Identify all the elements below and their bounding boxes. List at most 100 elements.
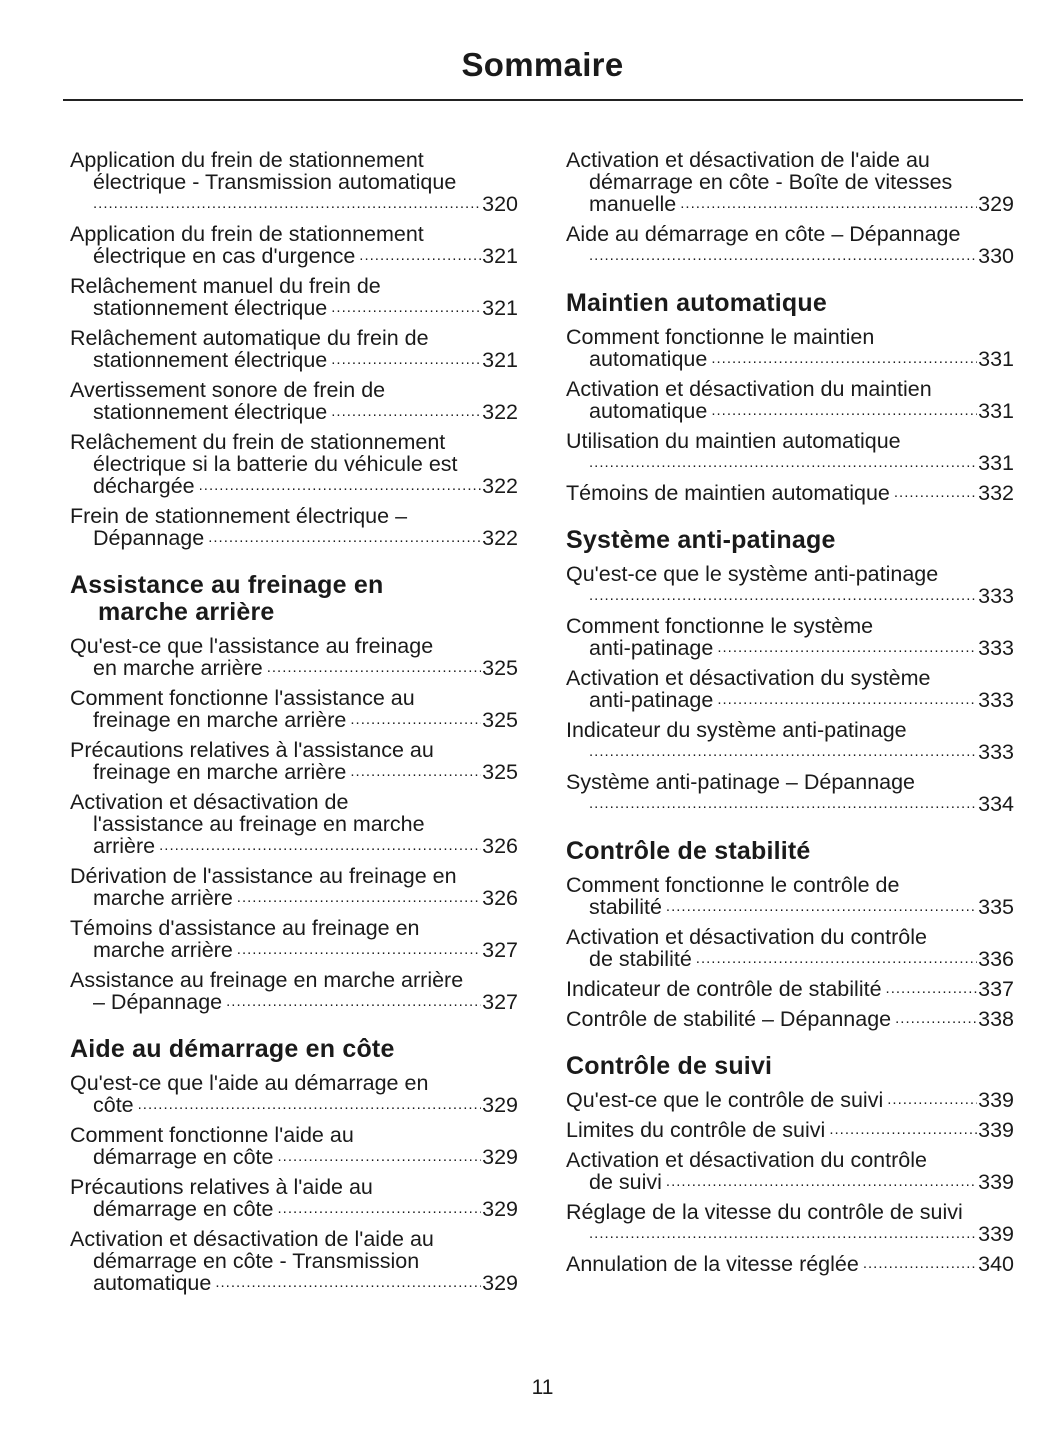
toc-entry[interactable]: Application du frein de stationnement éle…: [70, 149, 518, 215]
entry-page-number: 325: [482, 760, 518, 784]
entry-line: Précautions relatives à l'aide au: [70, 1176, 518, 1198]
toc-entry[interactable]: Comment fonctionne le maintien automatiqu…: [566, 326, 1014, 370]
toc-entry[interactable]: Activation et désactivation du contrôle d…: [566, 926, 1014, 970]
entry-line: 331: [566, 452, 1014, 474]
toc-entry[interactable]: Frein de stationnement électrique – Dépan…: [70, 505, 518, 549]
toc-entry[interactable]: Indicateur du système anti-patinage 333: [566, 719, 1014, 763]
entry-line: Indicateur du système anti-patinage: [566, 719, 1014, 741]
entry-page-number: 325: [482, 656, 518, 680]
entry-title: automatique: [589, 399, 708, 423]
toc-entry[interactable]: Dérivation de l'assistance au freinage e…: [70, 865, 518, 909]
entry-title: manuelle: [589, 192, 677, 216]
entry-line: Comment fonctionne l'assistance au: [70, 687, 518, 709]
entry-title: Annulation de la vitesse réglée: [566, 1252, 859, 1276]
entry-title: Comment fonctionne le système: [566, 614, 874, 638]
entry-line: Activation et désactivation du système: [566, 667, 1014, 689]
toc-entry[interactable]: Activation et désactivation de l'aide au…: [70, 1228, 518, 1294]
entry-title: en marche arrière: [93, 656, 263, 680]
entry-page-number: 326: [482, 834, 518, 858]
toc-entry[interactable]: Assistance au freinage en marche arrière…: [70, 969, 518, 1013]
toc-entry[interactable]: Activation et désactivation du contrôle d…: [566, 1149, 1014, 1193]
entry-title: Relâchement automatique du frein de: [70, 326, 429, 350]
dot-leader: [666, 1171, 977, 1193]
entry-title: Précautions relatives à l'assistance au: [70, 738, 434, 762]
entry-title: Activation et désactivation de l'aide au: [566, 148, 930, 172]
entry-page-number: 330: [978, 244, 1014, 268]
dot-leader: [717, 637, 977, 659]
toc-entry[interactable]: Relâchement automatique du frein de stati…: [70, 327, 518, 371]
entry-line: marche arrière 327: [70, 939, 518, 961]
dot-leader: [589, 585, 977, 607]
entry-line: Activation et désactivation de: [70, 791, 518, 813]
entry-line: démarrage en côte - Boîte de vitesses: [566, 171, 1014, 193]
entry-line: stationnement électrique 322: [70, 401, 518, 423]
toc-entry[interactable]: Qu'est-ce que le système anti-patinage 33…: [566, 563, 1014, 607]
toc-entry[interactable]: Relâchement du frein de stationnement éle…: [70, 431, 518, 497]
toc-entry[interactable]: Relâchement manuel du frein de stationnem…: [70, 275, 518, 319]
toc-entry[interactable]: Activation et désactivation de l'aide au…: [566, 149, 1014, 215]
entry-page-number: 327: [482, 938, 518, 962]
toc-entry[interactable]: Utilisation du maintien automatique 331: [566, 430, 1014, 474]
toc-entry[interactable]: Aide au démarrage en côte – Dépannage 330: [566, 223, 1014, 267]
entry-line: électrique en cas d'urgence 321: [70, 245, 518, 267]
toc-entry[interactable]: Contrôle de stabilité – Dépannage 338: [566, 1008, 1014, 1030]
toc-entry[interactable]: Réglage de la vitesse du contrôle de sui…: [566, 1201, 1014, 1245]
entry-title: démarrage en côte: [93, 1197, 274, 1221]
entry-line: Annulation de la vitesse réglée 340: [566, 1253, 1014, 1275]
entry-line: Aide au démarrage en côte – Dépannage: [566, 223, 1014, 245]
toc-entry[interactable]: Précautions relatives à l'aide au démarra…: [70, 1176, 518, 1220]
section-heading: Maintien automatique: [566, 290, 1014, 317]
section-heading: Contrôle de stabilité: [566, 838, 1014, 865]
dot-leader: [237, 939, 481, 961]
entry-title: Limites du contrôle de suivi: [566, 1118, 826, 1142]
entry-title: Indicateur du système anti-patinage: [566, 718, 907, 742]
entry-line: anti-patinage 333: [566, 689, 1014, 711]
dot-leader: [331, 349, 481, 371]
toc-entry[interactable]: Qu'est-ce que le contrôle de suivi 339: [566, 1089, 1014, 1111]
entry-title: démarrage en côte: [93, 1145, 274, 1169]
dot-leader: [226, 991, 481, 1013]
entry-line: 333: [566, 585, 1014, 607]
toc-entry[interactable]: Témoins d'assistance au freinage en march…: [70, 917, 518, 961]
entry-title: Activation et désactivation du système: [566, 666, 931, 690]
entry-line: Relâchement du frein de stationnement: [70, 431, 518, 453]
entry-title: Application du frein de stationnement: [70, 148, 424, 172]
toc-entry[interactable]: Activation et désactivation du système an…: [566, 667, 1014, 711]
entry-line: Qu'est-ce que l'aide au démarrage en: [70, 1072, 518, 1094]
toc-entry[interactable]: Comment fonctionne le système anti-patina…: [566, 615, 1014, 659]
dot-leader: [159, 835, 481, 857]
entry-page-number: 333: [978, 636, 1014, 660]
section-heading: Système anti-patinage: [566, 527, 1014, 554]
toc-entry[interactable]: Activation et désactivation de l'assistan…: [70, 791, 518, 857]
entry-title: Aide au démarrage en côte – Dépannage: [566, 222, 961, 246]
entry-title: côte: [93, 1093, 134, 1117]
entry-line: Contrôle de stabilité: [566, 838, 1014, 865]
toc-entry[interactable]: Comment fonctionne l'aide au démarrage en…: [70, 1124, 518, 1168]
toc-entry[interactable]: Système anti-patinage – Dépannage 334: [566, 771, 1014, 815]
toc-entry[interactable]: Avertissement sonore de frein de stationn…: [70, 379, 518, 423]
toc-entry[interactable]: Qu'est-ce que l'aide au démarrage en côte…: [70, 1072, 518, 1116]
toc-entry[interactable]: Comment fonctionne l'assistance au freina…: [70, 687, 518, 731]
entry-title: Avertissement sonore de frein de: [70, 378, 386, 402]
toc-entry[interactable]: Indicateur de contrôle de stabilité 337: [566, 978, 1014, 1000]
entry-title: – Dépannage: [93, 990, 223, 1014]
dot-leader: [589, 452, 977, 474]
entry-line: Réglage de la vitesse du contrôle de sui…: [566, 1201, 1014, 1223]
toc-entry[interactable]: Annulation de la vitesse réglée 340: [566, 1253, 1014, 1275]
entry-line: Limites du contrôle de suivi 339: [566, 1119, 1014, 1141]
entry-line: Précautions relatives à l'assistance au: [70, 739, 518, 761]
toc-entry[interactable]: Application du frein de stationnement éle…: [70, 223, 518, 267]
entry-title: stabilité: [589, 895, 662, 919]
toc-entry[interactable]: Limites du contrôle de suivi 339: [566, 1119, 1014, 1141]
toc-entry[interactable]: Activation et désactivation du maintien a…: [566, 378, 1014, 422]
entry-line: Qu'est-ce que le système anti-patinage: [566, 563, 1014, 585]
entry-page-number: 333: [978, 688, 1014, 712]
dot-leader: [331, 401, 481, 423]
toc-entry[interactable]: Témoins de maintien automatique 332: [566, 482, 1014, 504]
dot-leader: [887, 1089, 977, 1111]
toc-entry[interactable]: Qu'est-ce que l'assistance au freinage en…: [70, 635, 518, 679]
toc-entry[interactable]: Comment fonctionne le contrôle de stabili…: [566, 874, 1014, 918]
toc-entry[interactable]: Précautions relatives à l'assistance au f…: [70, 739, 518, 783]
entry-page-number: 334: [978, 792, 1014, 816]
entry-page-number: 331: [978, 399, 1014, 423]
